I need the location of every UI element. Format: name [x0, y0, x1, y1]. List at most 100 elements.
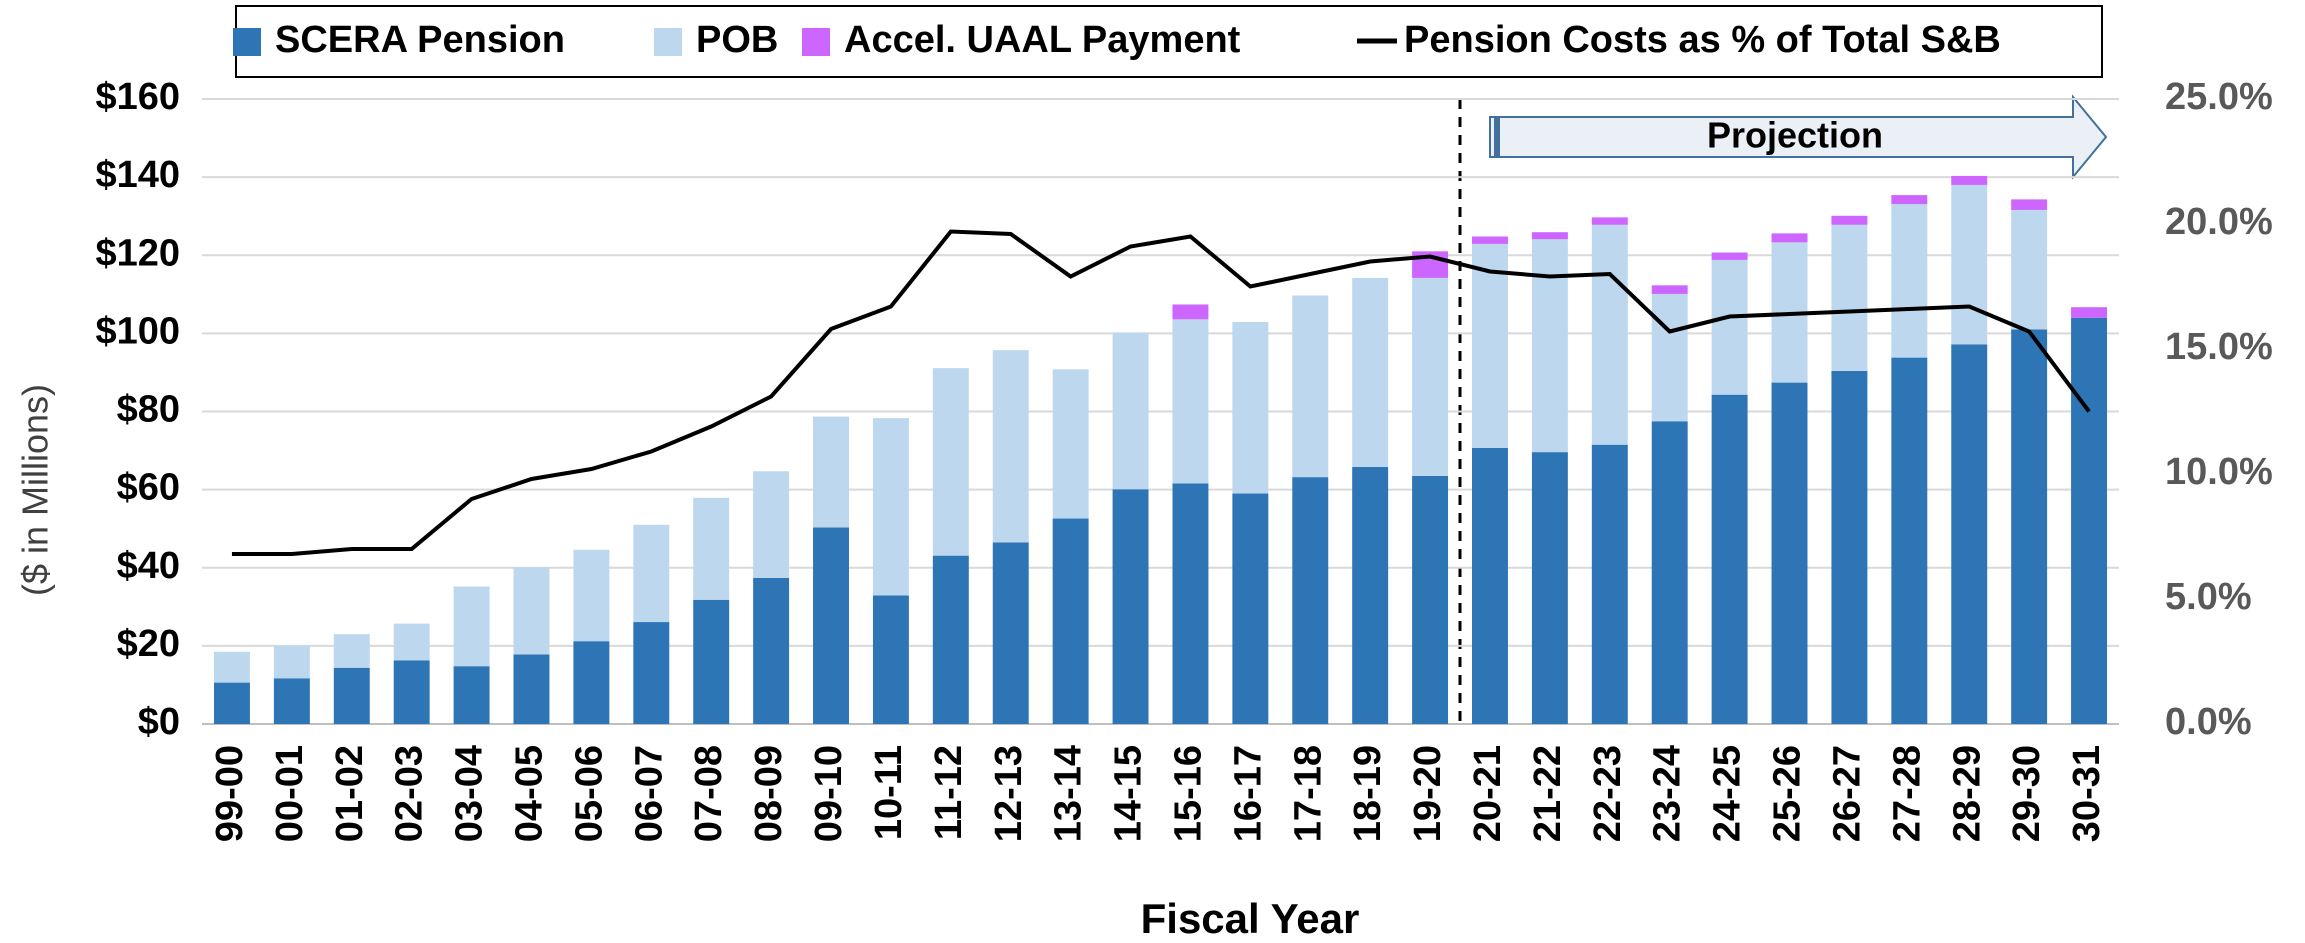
x-tick-label: 11-12 — [928, 745, 970, 840]
bar-segment — [453, 586, 490, 667]
bar-segment — [813, 416, 849, 528]
bar-segment — [1651, 293, 1688, 422]
y-tick-label: $0 — [138, 701, 180, 743]
y-tick-label: $60 — [117, 467, 180, 509]
bar-segment — [1472, 236, 1508, 244]
bar-segment — [1951, 184, 1988, 345]
bar-segment — [393, 660, 430, 724]
bar-segment — [1951, 344, 1988, 724]
y-tick-label: $140 — [95, 154, 180, 196]
x-tick-label: 16-17 — [1227, 745, 1269, 842]
bar-segment — [1591, 217, 1628, 225]
bar-segment — [1651, 285, 1688, 294]
x-tick-label: 17-18 — [1287, 745, 1329, 842]
x-tick-label: 03-04 — [449, 745, 491, 842]
legend-label: Pension Costs as % of Total S&B — [1404, 19, 2001, 61]
bar-segment — [633, 524, 670, 623]
projection-arrow-tail — [1494, 117, 1500, 157]
annotation: Projection — [1707, 115, 1883, 156]
bar-segment — [1951, 175, 1988, 185]
bar-segment — [1831, 215, 1868, 225]
x-tick-label: 24-25 — [1707, 745, 1749, 842]
legend-box — [235, 5, 2103, 78]
x-tick-label: 20-21 — [1467, 745, 1509, 842]
bar-segment — [1292, 477, 1329, 724]
legend-swatch — [802, 28, 830, 56]
y-axis-label: ($ in Millions) — [15, 384, 56, 596]
bar-segment — [2071, 307, 2108, 318]
bar-segment — [393, 623, 430, 661]
bar-segment — [213, 651, 250, 683]
x-tick-label: 15-16 — [1167, 745, 1209, 842]
bar-segment — [1531, 452, 1568, 724]
bar-segment — [453, 666, 490, 724]
bar-segment — [1352, 466, 1389, 724]
x-tick-label: 19-20 — [1407, 745, 1449, 842]
bar-segment — [1052, 518, 1089, 724]
y2-tick-label: 15.0% — [2165, 326, 2273, 368]
bar-segment — [1651, 421, 1688, 724]
x-tick-label: 27-28 — [1886, 745, 1928, 842]
bar-segment — [1831, 370, 1868, 724]
projection-arrow — [1489, 94, 2108, 180]
bar-segment — [273, 678, 310, 724]
y-tick-label: $100 — [95, 310, 180, 352]
x-tick-label: 04-05 — [509, 745, 551, 842]
x-tick-label: 02-03 — [389, 745, 431, 842]
bar-segment — [693, 599, 730, 724]
bar-segment — [1352, 277, 1389, 467]
legend-swatch — [233, 28, 261, 56]
bar-segment — [273, 645, 310, 679]
y-tick-label: $160 — [95, 76, 180, 118]
bar-segment — [333, 634, 370, 668]
bar-segment — [1412, 277, 1449, 476]
bar-segment — [1052, 369, 1089, 519]
bar-segment — [1891, 195, 1928, 205]
legend-label: SCERA Pension — [275, 19, 565, 61]
y-tick-label: $20 — [117, 623, 180, 665]
x-tick-label: 28-29 — [1946, 745, 1988, 842]
bar-segment — [213, 682, 250, 724]
bar-segment — [1771, 382, 1808, 724]
x-tick-label: 14-15 — [1108, 745, 1150, 842]
x-tick-label: 22-23 — [1587, 745, 1629, 842]
bar-segment — [1711, 259, 1748, 395]
bar-segment — [2011, 199, 2048, 210]
x-tick-label: 09-10 — [808, 745, 850, 842]
x-tick-label: 00-01 — [269, 745, 311, 842]
x-axis-label: Fiscal Year — [1141, 895, 1360, 942]
x-tick-label: 07-08 — [688, 745, 730, 842]
y2-tick-label: 25.0% — [2165, 76, 2273, 118]
y2-tick-label: 20.0% — [2165, 201, 2273, 243]
y-tick-label: $80 — [117, 389, 180, 431]
bar-segment — [1531, 232, 1568, 240]
bar-segment — [813, 527, 849, 724]
bar-segment — [932, 368, 969, 556]
bar-segment — [333, 667, 370, 724]
x-tick-label: 13-14 — [1048, 745, 1090, 842]
bar-segment — [753, 471, 790, 578]
y-tick-label: $40 — [117, 545, 180, 587]
legend-swatch — [654, 28, 682, 56]
x-tick-label: 30-31 — [2066, 745, 2108, 842]
line — [231, 229, 2091, 556]
x-tick-label: 26-27 — [1826, 745, 1868, 842]
bar-segment — [992, 542, 1029, 724]
bar-segment — [633, 622, 670, 724]
bar-segment — [573, 549, 610, 642]
bar-segment — [2011, 329, 2048, 724]
y-tick-label: $120 — [95, 232, 180, 274]
bar-segment — [1472, 243, 1508, 448]
x-tick-label: 08-09 — [748, 745, 790, 842]
bar-segment — [1771, 233, 1808, 243]
bar-segment — [1112, 332, 1149, 490]
x-tick-label: 25-26 — [1767, 745, 1809, 842]
bar-segment — [1711, 394, 1748, 724]
legend-label: POB — [696, 19, 778, 61]
y2-tick-label: 0.0% — [2165, 701, 2252, 743]
bar-segment — [2011, 209, 2048, 330]
y2-tick-label: 5.0% — [2165, 576, 2252, 618]
bar-segment — [1232, 322, 1269, 494]
bar-segment — [1172, 304, 1209, 320]
x-tick-label: 06-07 — [628, 745, 670, 842]
